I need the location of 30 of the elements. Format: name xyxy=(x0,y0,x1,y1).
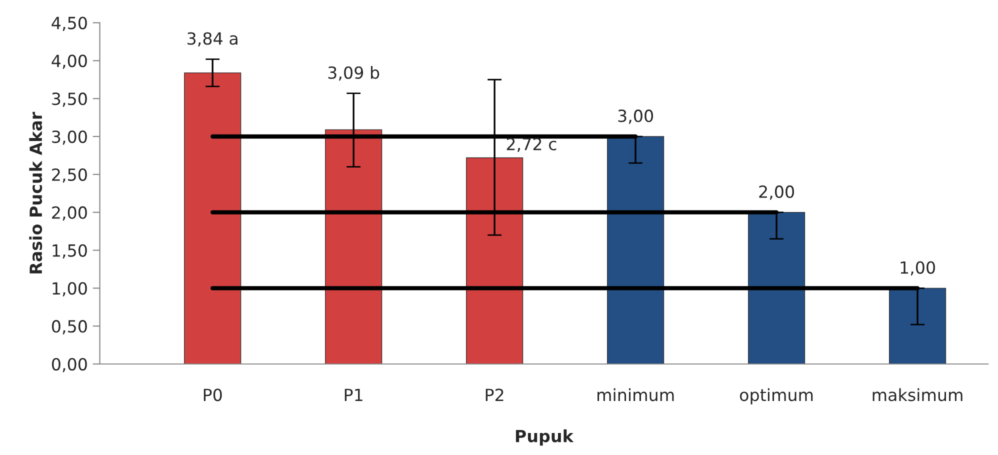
bar xyxy=(466,157,524,364)
y-tick-label: 1,00 xyxy=(52,282,87,296)
y-tick-label: 3,00 xyxy=(52,130,87,145)
y-tick-label: 0,00 xyxy=(52,358,87,372)
data-label: 3,09 b xyxy=(328,66,380,81)
bar xyxy=(888,288,946,364)
data-label: 3,00 xyxy=(618,110,653,124)
y-tick-label: 2,00 xyxy=(52,206,87,221)
x-axis-title: Pupuk xyxy=(516,429,574,446)
y-tick-label: 2,50 xyxy=(52,168,87,183)
data-label: 1,00 xyxy=(900,261,935,276)
y-tick-label: 1,50 xyxy=(52,244,87,259)
x-tick-label: P1 xyxy=(344,388,362,401)
bar xyxy=(748,212,806,364)
x-tick-label: P0 xyxy=(204,388,222,402)
y-tick-label: 4,00 xyxy=(52,54,87,69)
x-tick-label: P2 xyxy=(486,388,504,401)
x-tick-label: optimum xyxy=(740,388,813,404)
data-label: 2,00 xyxy=(759,185,794,200)
bar xyxy=(607,136,664,364)
y-axis-title: Rasio Pucuk Akar xyxy=(29,112,42,274)
x-tick-label: minimum xyxy=(598,388,674,402)
data-label: 3,84 a xyxy=(188,32,238,47)
x-tick-label: maksimum xyxy=(872,388,962,402)
y-tick-label: 4,50 xyxy=(52,16,87,32)
y-tick-label: 0,50 xyxy=(52,320,87,334)
data-label: 2,72 c xyxy=(506,138,556,152)
y-tick-label: 3,50 xyxy=(52,92,87,107)
bar xyxy=(325,129,382,364)
bar xyxy=(184,72,242,364)
